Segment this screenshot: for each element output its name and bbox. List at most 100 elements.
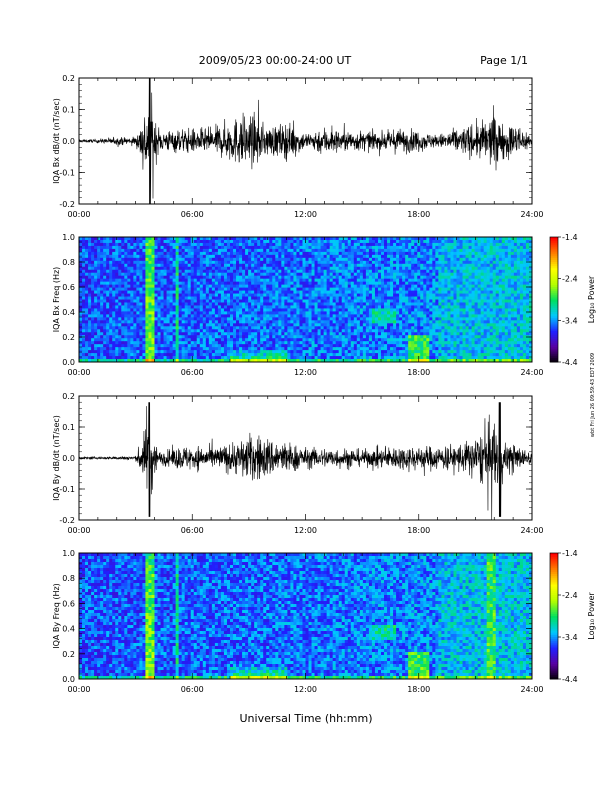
spectrogram-cell bbox=[336, 329, 340, 332]
spectrogram-cell bbox=[209, 344, 213, 347]
spectrogram-cell bbox=[133, 240, 137, 243]
spectrogram-cell bbox=[275, 332, 279, 335]
spectrogram-cell bbox=[103, 246, 107, 249]
spectrogram-cell bbox=[351, 252, 355, 255]
spectrogram-cell bbox=[124, 297, 128, 300]
spectrogram-cell bbox=[411, 335, 415, 338]
spectrogram-cell bbox=[164, 285, 168, 288]
spectrogram-cell bbox=[348, 267, 352, 270]
spectrogram-cell bbox=[85, 308, 89, 311]
spectrogram-cell bbox=[293, 323, 297, 326]
spectrogram-cell bbox=[161, 308, 165, 311]
spectrogram-cell bbox=[254, 258, 258, 261]
spectrogram-cell bbox=[420, 282, 424, 285]
spectrogram-cell bbox=[118, 276, 122, 279]
spectrogram-cell bbox=[296, 258, 300, 261]
spectrogram-cell bbox=[127, 294, 131, 297]
spectrogram-cell bbox=[248, 308, 252, 311]
spectrogram-cell bbox=[290, 273, 294, 276]
spectrogram-cell bbox=[142, 291, 146, 294]
spectrogram-cell bbox=[287, 353, 291, 356]
spectrogram-cell bbox=[155, 338, 159, 341]
spectrogram-cell bbox=[215, 335, 219, 338]
spectrogram-cell bbox=[327, 288, 331, 291]
spectrogram-cell bbox=[263, 314, 267, 317]
spectrogram-cell bbox=[342, 288, 346, 291]
spectrogram-cell bbox=[164, 308, 168, 311]
spectrogram-cell bbox=[296, 264, 300, 267]
spectrogram-cell bbox=[408, 252, 412, 255]
spectrogram-cell bbox=[348, 240, 352, 243]
spectrogram-cell bbox=[342, 323, 346, 326]
spectrogram-cell bbox=[333, 338, 337, 341]
spectrogram-cell bbox=[124, 255, 128, 258]
spectrogram-cell bbox=[257, 279, 261, 282]
spectrogram-cell bbox=[97, 246, 101, 249]
spectrogram-cell bbox=[179, 308, 183, 311]
spectrogram-cell bbox=[402, 291, 406, 294]
spectrogram-cell bbox=[318, 258, 322, 261]
spectrogram-cell bbox=[85, 314, 89, 317]
spectrogram-cell bbox=[206, 273, 210, 276]
spectrogram-cell bbox=[115, 282, 119, 285]
spectrogram-cell bbox=[318, 320, 322, 323]
spectrogram-cell bbox=[161, 320, 165, 323]
spectrogram-cell bbox=[321, 288, 325, 291]
spectrogram-cell bbox=[151, 282, 155, 285]
spectrogram-cell bbox=[233, 341, 237, 344]
spectrogram-cell bbox=[417, 294, 421, 297]
spectrogram-cell bbox=[194, 279, 198, 282]
spectrogram bbox=[79, 237, 533, 363]
spectrogram-cell bbox=[97, 282, 101, 285]
spectrogram-cell bbox=[245, 347, 249, 350]
spectrogram-cell bbox=[185, 314, 189, 317]
spectrogram-cell bbox=[212, 317, 216, 320]
spectrogram-cell bbox=[164, 240, 168, 243]
spectrogram-cell bbox=[387, 279, 391, 282]
spectrogram-cell bbox=[315, 258, 319, 261]
spectrogram-cell bbox=[339, 294, 343, 297]
spectrogram-cell bbox=[164, 261, 168, 264]
spectrogram-cell bbox=[209, 273, 213, 276]
spectrogram-cell bbox=[393, 317, 397, 320]
spectrogram-cell bbox=[170, 356, 174, 359]
spectrogram-cell bbox=[426, 255, 430, 258]
spectrogram-cell bbox=[357, 291, 361, 294]
spectrogram-cell bbox=[109, 302, 113, 305]
spectrogram-cell bbox=[372, 326, 376, 329]
spectrogram-cell bbox=[411, 237, 415, 240]
spectrogram-cell bbox=[218, 356, 222, 359]
spectrogram-cell bbox=[414, 344, 418, 347]
spectrogram-cell bbox=[88, 353, 92, 356]
spectrogram-cell bbox=[227, 335, 231, 338]
spectrogram-cell bbox=[236, 288, 240, 291]
spectrogram-cell bbox=[369, 273, 373, 276]
spectrogram-cell bbox=[266, 291, 270, 294]
spectrogram-cell bbox=[161, 338, 165, 341]
spectrogram-cell bbox=[275, 341, 279, 344]
spectrogram-cell bbox=[290, 329, 294, 332]
spectrogram-cell bbox=[127, 350, 131, 353]
spectrogram-cell bbox=[354, 350, 358, 353]
spectrogram-cell bbox=[281, 240, 285, 243]
spectrogram-cell bbox=[173, 261, 177, 264]
spectrogram-cell bbox=[82, 273, 86, 276]
spectrogram-cell bbox=[312, 323, 316, 326]
spectrogram-cell bbox=[179, 353, 183, 356]
spectrogram-cell bbox=[245, 276, 249, 279]
spectrogram-cell bbox=[139, 332, 143, 335]
spectrogram-cell bbox=[309, 294, 313, 297]
spectrogram-cell bbox=[354, 276, 358, 279]
spectrogram-cell bbox=[387, 300, 391, 303]
spectrogram-cell bbox=[227, 294, 231, 297]
spectrogram-cell bbox=[82, 288, 86, 291]
spectrogram-cell bbox=[423, 302, 427, 305]
spectrogram-cell bbox=[218, 249, 222, 252]
spectrogram-cell bbox=[170, 335, 174, 338]
spectrogram-cell bbox=[417, 264, 421, 267]
spectrogram-cell bbox=[278, 335, 282, 338]
spectrogram-cell bbox=[357, 288, 361, 291]
spectrogram-cell bbox=[94, 332, 98, 335]
spectrogram-cell bbox=[133, 285, 137, 288]
y-tick-label: 0.0 bbox=[62, 137, 75, 146]
